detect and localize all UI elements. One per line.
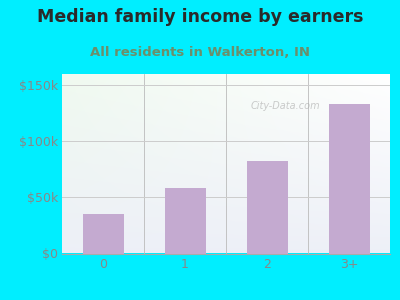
- Bar: [328, 104, 370, 254]
- Bar: [164, 188, 206, 254]
- Text: All residents in Walkerton, IN: All residents in Walkerton, IN: [90, 46, 310, 59]
- Bar: [82, 214, 124, 254]
- Text: Median family income by earners: Median family income by earners: [37, 8, 363, 26]
- Bar: [246, 161, 288, 254]
- Text: City-Data.com: City-Data.com: [250, 101, 320, 111]
